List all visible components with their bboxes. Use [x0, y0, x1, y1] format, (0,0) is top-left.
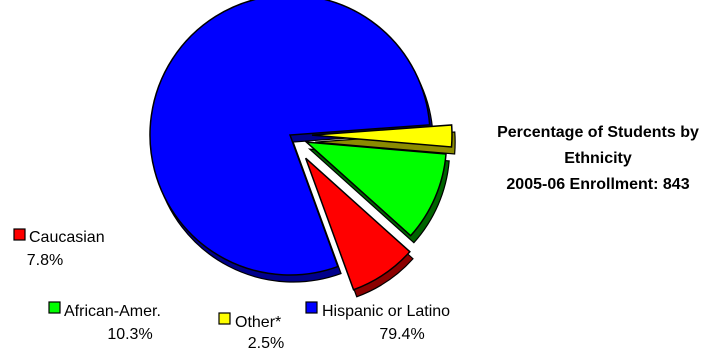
slice-name-other: Other*: [235, 314, 281, 331]
slice-name-african-amer: African-Amer.: [64, 303, 161, 320]
slice-name-hispanic-or-latino: Hispanic or Latino: [322, 303, 450, 320]
legend-swatch-african-amer: [49, 302, 60, 313]
chart-title-line-3: 2005-06 Enrollment: 843: [506, 176, 689, 193]
slice-value-caucasian: 7.8%: [27, 252, 63, 269]
chart-title-line-2: Ethnicity: [564, 150, 632, 167]
legend-swatch-hispanic-or-latino: [306, 302, 317, 313]
slice-name-caucasian: Caucasian: [29, 229, 105, 246]
pie-slices: [150, 0, 455, 297]
slice-value-african-amer: 10.3%: [107, 326, 152, 343]
slice-value-hispanic-or-latino: 79.4%: [379, 326, 424, 343]
legend-swatch-caucasian: [14, 229, 25, 240]
slice-value-other: 2.5%: [248, 335, 284, 352]
legend-swatch-other: [219, 313, 230, 324]
chart-title-line-1: Percentage of Students by: [497, 124, 699, 141]
chart-title: Percentage of Students by Ethnicity 2005…: [497, 124, 699, 193]
